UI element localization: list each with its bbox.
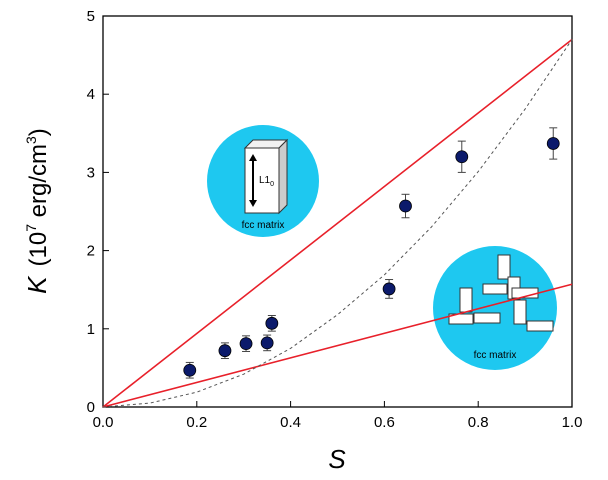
inset-caption: fcc matrix [474, 350, 517, 361]
y-label-unit-exp: 3 [23, 136, 39, 144]
y-tick-label: 1 [87, 321, 95, 338]
y-label-open: (10 [25, 232, 52, 267]
data-point [219, 345, 231, 357]
data-point [400, 200, 412, 212]
data-point [266, 317, 278, 329]
data-point [547, 137, 559, 149]
y-label-close: ) [25, 128, 52, 136]
x-tick-label: 0.2 [186, 414, 207, 431]
x-tick-label: 0.4 [280, 414, 301, 431]
data-point [261, 337, 273, 349]
y-label-exp: 7 [23, 224, 39, 232]
x-tick-label: 0.8 [468, 414, 489, 431]
phase-sub: 0 [270, 181, 274, 188]
x-tick-label: 1.0 [562, 414, 583, 431]
y-tick-label: 2 [87, 243, 95, 260]
inset-single: L10 fcc matrix [207, 125, 319, 237]
y-label-unit: erg/cm [25, 144, 52, 224]
x-tick-label: 0.0 [93, 414, 114, 431]
data-point [240, 338, 252, 350]
data-point [383, 283, 395, 295]
data-point [184, 364, 196, 376]
y-axis-label: K (107 erg/cm3) [22, 128, 52, 294]
x-axis-label: S [328, 444, 346, 474]
y-label-symbol: K [22, 275, 52, 294]
inset-multi: fcc matrix [433, 246, 557, 370]
y-tick-label: 3 [87, 164, 95, 181]
chart: S K(107 erg/cm3) L10 fcc matrix fcc matr… [0, 0, 608, 480]
data-point [456, 151, 468, 163]
x-tick-label: 0.6 [374, 414, 395, 431]
inset-caption: fcc matrix [242, 220, 285, 231]
phase-label: L1 [259, 175, 271, 186]
y-tick-label: 0 [87, 399, 95, 416]
y-tick-label: 5 [87, 8, 95, 25]
box-side [279, 140, 287, 213]
y-tick-label: 4 [87, 86, 95, 103]
